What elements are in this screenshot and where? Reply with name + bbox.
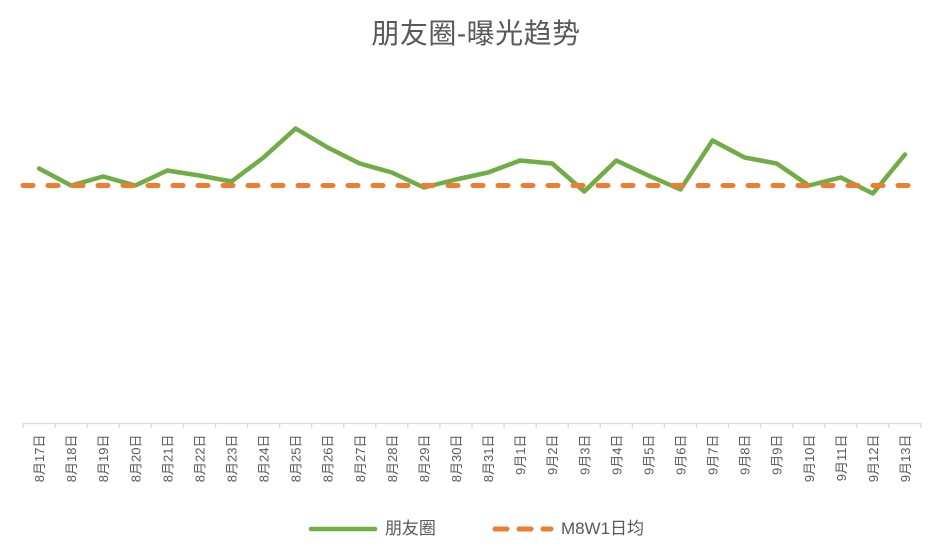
x-axis-label: 8月21日 xyxy=(160,435,175,483)
chart-title: 朋友圈-曝光趋势 xyxy=(371,18,581,49)
x-axis-label: 9月13日 xyxy=(898,435,913,483)
series-line-moments xyxy=(36,126,908,196)
x-axis-label: 8月20日 xyxy=(128,435,143,483)
x-axis-label: 9月8日 xyxy=(738,435,753,475)
x-axis-label: 9月7日 xyxy=(706,435,721,475)
x-axis-label: 9月4日 xyxy=(609,435,624,475)
x-axis-label: 9月3日 xyxy=(577,435,592,475)
x-axis-label: 8月29日 xyxy=(417,435,432,483)
x-axis-label: 9月6日 xyxy=(673,435,688,475)
legend-item-average: M8W1日均 xyxy=(492,518,644,540)
legend-item-series: 朋友圈 xyxy=(308,518,436,540)
x-axis-label: 9月10日 xyxy=(802,435,817,483)
x-axis-label: 8月28日 xyxy=(385,435,400,483)
x-axis-label: 9月9日 xyxy=(770,435,785,475)
x-axis-label: 9月5日 xyxy=(641,435,656,475)
legend-label-series: 朋友圈 xyxy=(384,519,436,538)
x-axis-label: 8月19日 xyxy=(96,435,111,483)
x-axis-label: 9月2日 xyxy=(545,435,560,475)
legend-marker-dashed-line xyxy=(492,526,554,532)
chart-legend: 朋友圈 M8W1日均 xyxy=(0,513,952,545)
legend-label-average: M8W1日均 xyxy=(560,519,645,538)
x-axis-label: 8月26日 xyxy=(321,435,336,483)
x-axis-label: 8月30日 xyxy=(449,435,464,483)
x-axis-label: 9月11日 xyxy=(834,435,849,482)
x-axis-label: 8月17日 xyxy=(32,435,47,483)
x-axis-label: 8月18日 xyxy=(64,435,79,483)
x-axis-label: 8月25日 xyxy=(289,435,304,483)
x-axis-label: 9月12日 xyxy=(866,435,881,483)
x-axis-label: 8月23日 xyxy=(224,435,239,483)
legend-marker-solid-line xyxy=(308,526,378,532)
x-axis-label: 8月31日 xyxy=(481,435,496,483)
x-axis-label: 8月27日 xyxy=(353,435,368,483)
x-axis-label: 8月24日 xyxy=(257,435,272,483)
x-axis-label: 8月22日 xyxy=(192,435,207,483)
x-axis-label: 9月1日 xyxy=(513,435,528,475)
